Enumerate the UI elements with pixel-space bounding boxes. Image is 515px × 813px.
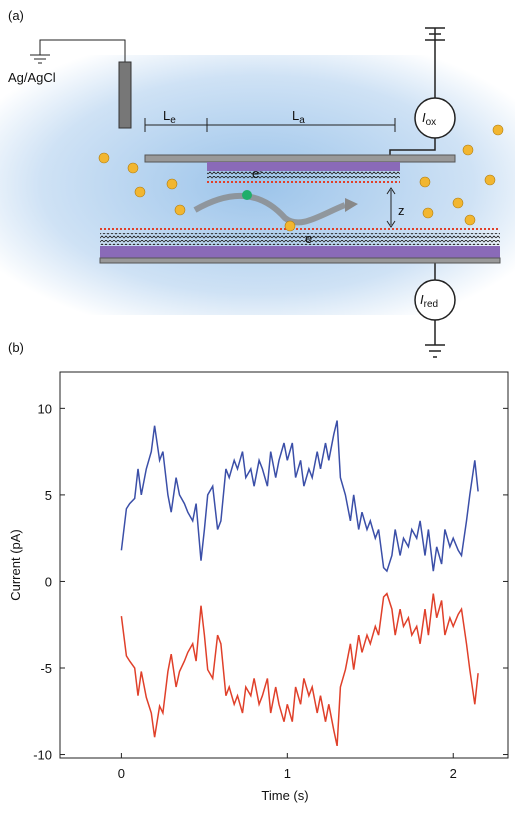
diffusion-path — [193, 192, 347, 226]
y-tick-label: -5 — [40, 661, 52, 676]
panel-label: (a) — [8, 8, 24, 23]
e-bottom: e- — [305, 231, 315, 246]
chart: (b) Time (s) Current (pA) -10 -5 0 5 10 0 1 2 — [8, 340, 509, 803]
top-layer — [207, 162, 400, 171]
reference-electrode — [118, 61, 132, 129]
x-tick-label: 2 — [450, 766, 457, 781]
le-sub: e — [170, 115, 176, 126]
ox-meter — [414, 97, 456, 139]
top-electrode — [144, 154, 456, 163]
iox: I — [422, 110, 426, 125]
la: L — [292, 108, 299, 123]
series-line — [120, 420, 479, 573]
bottom-layer — [100, 246, 500, 258]
ired-sub: red — [424, 299, 438, 310]
le: L — [163, 108, 170, 123]
x-tick-label: 1 — [284, 766, 291, 781]
molecules — [98, 124, 504, 232]
e-top: e- — [252, 166, 262, 181]
y-tick-label: 10 — [38, 401, 52, 416]
bottom-monolayer — [100, 233, 500, 245]
ground-wire — [30, 39, 126, 64]
y-tick-label: 0 — [45, 574, 52, 589]
la-label: La — [292, 108, 305, 126]
iox-sub: ox — [426, 117, 437, 128]
ired: I — [420, 292, 424, 307]
iox-label: Iox — [422, 110, 436, 128]
panel-a: (a) Ag/AgCl Le La Iox Ired z e- e- — [0, 8, 515, 358]
e-bottom-sup: - — [312, 232, 315, 241]
e-top-text: e — [252, 166, 259, 181]
solution — [0, 55, 515, 315]
panel-label: (b) — [8, 340, 24, 355]
dimension-lines — [144, 118, 396, 132]
circuit-wires — [389, 27, 445, 358]
z-label: z — [398, 203, 405, 218]
red-meter — [414, 279, 456, 321]
e-bottom-text: e — [305, 231, 312, 246]
e-top-sup: - — [259, 167, 262, 176]
y-tick-label: 5 — [45, 488, 52, 503]
bottom-electrode — [99, 257, 501, 264]
plot-frame — [59, 371, 509, 759]
gap-arrow — [386, 187, 396, 228]
top-monolayer — [207, 171, 400, 179]
arrow-head — [345, 198, 358, 212]
ired-label: Ired — [420, 292, 438, 310]
reduced-molecule — [242, 190, 252, 200]
series-line — [120, 592, 479, 747]
electrode-label: Ag/AgCl — [8, 70, 56, 85]
x-tick-label: 0 — [118, 766, 125, 781]
le-label: Le — [163, 108, 176, 126]
y-tick-label: -10 — [33, 748, 52, 763]
la-sub: a — [299, 115, 305, 126]
y-axis-title: Current (pA) — [8, 529, 23, 601]
x-axis-title: Time (s) — [261, 788, 308, 803]
